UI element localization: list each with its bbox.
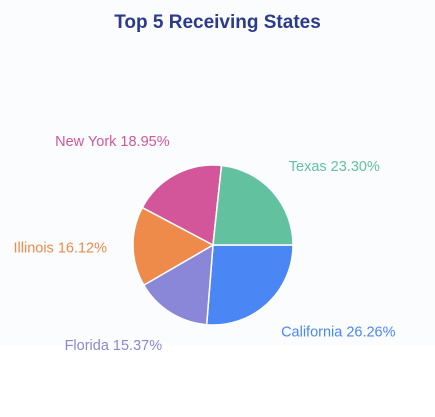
pie-labels: California 26.26% Florida 15.37% Illinois … [14,134,396,354]
pie-slice-illinois[interactable] [132,206,215,287]
pie-slice-texas[interactable] [212,164,294,246]
pie-label-texas: Texas 23.30% [289,159,380,175]
chart-title: Top 5 Receiving States [114,12,321,33]
pie-label-new-york: New York 18.95% [55,134,170,150]
pie-slice-california[interactable] [205,244,294,326]
pie-label-california: California 26.26% [281,325,396,341]
pie-label-florida: Florida 15.37% [65,338,163,354]
pie-slice-new-york[interactable] [141,164,223,247]
pie-slice-florida[interactable] [142,243,214,326]
pie-slices [132,164,294,326]
pie-label-illinois: Illinois 16.12% [14,240,108,256]
